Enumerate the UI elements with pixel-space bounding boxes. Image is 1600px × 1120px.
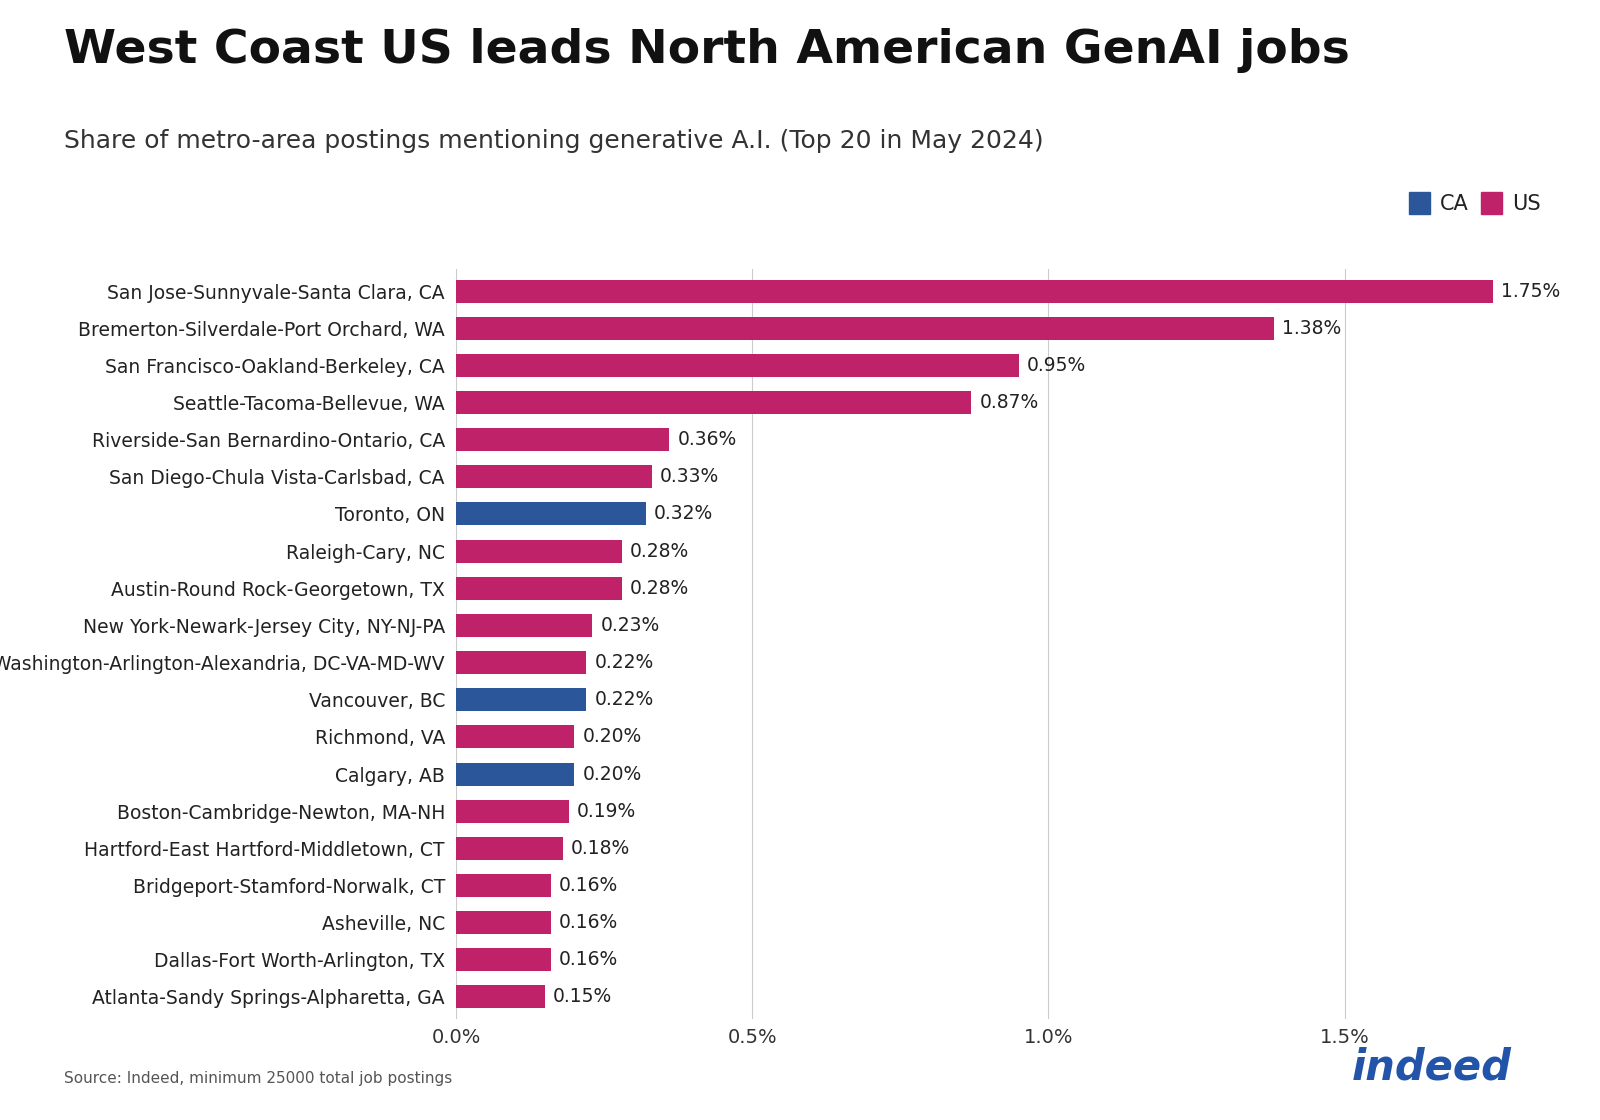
- Bar: [456, 503, 645, 525]
- Text: indeed: indeed: [1352, 1046, 1512, 1089]
- Text: 0.18%: 0.18%: [571, 839, 630, 858]
- Text: Share of metro-area postings mentioning generative A.I. (Top 20 in May 2024): Share of metro-area postings mentioning …: [64, 129, 1043, 152]
- Text: West Coast US leads North American GenAI jobs: West Coast US leads North American GenAI…: [64, 28, 1350, 73]
- Bar: [456, 800, 568, 823]
- Text: 0.95%: 0.95%: [1027, 356, 1086, 375]
- Text: 0.36%: 0.36%: [677, 430, 738, 449]
- Bar: [456, 837, 563, 860]
- Bar: [456, 688, 586, 711]
- Bar: [456, 317, 1274, 339]
- Text: 0.16%: 0.16%: [558, 913, 618, 932]
- Bar: [456, 651, 586, 674]
- Text: 0.87%: 0.87%: [979, 393, 1038, 412]
- Bar: [456, 354, 1019, 377]
- Bar: [456, 763, 574, 785]
- Bar: [456, 949, 550, 971]
- Text: 1.38%: 1.38%: [1282, 319, 1341, 338]
- Text: 1.75%: 1.75%: [1501, 281, 1560, 300]
- Bar: [456, 726, 574, 748]
- Text: 0.28%: 0.28%: [630, 579, 690, 598]
- Text: 0.23%: 0.23%: [600, 616, 659, 635]
- Bar: [456, 986, 546, 1008]
- Text: 0.22%: 0.22%: [595, 653, 654, 672]
- Text: 0.15%: 0.15%: [554, 988, 613, 1007]
- Bar: [456, 614, 592, 637]
- Legend: CA, US: CA, US: [1400, 184, 1549, 223]
- Bar: [456, 280, 1493, 302]
- Text: 0.32%: 0.32%: [654, 504, 714, 523]
- Text: 0.20%: 0.20%: [582, 765, 642, 784]
- Text: Source: Indeed, minimum 25000 total job postings: Source: Indeed, minimum 25000 total job …: [64, 1072, 453, 1086]
- Text: 0.33%: 0.33%: [659, 467, 718, 486]
- Bar: [456, 874, 550, 897]
- Text: 0.16%: 0.16%: [558, 876, 618, 895]
- Bar: [456, 540, 622, 562]
- Text: 0.16%: 0.16%: [558, 950, 618, 969]
- Bar: [456, 391, 971, 414]
- Bar: [456, 428, 669, 451]
- Text: 0.22%: 0.22%: [595, 690, 654, 709]
- Text: 0.19%: 0.19%: [578, 802, 637, 821]
- Text: 0.20%: 0.20%: [582, 727, 642, 746]
- Text: 0.28%: 0.28%: [630, 542, 690, 561]
- Bar: [456, 465, 651, 488]
- Bar: [456, 911, 550, 934]
- Bar: [456, 577, 622, 600]
